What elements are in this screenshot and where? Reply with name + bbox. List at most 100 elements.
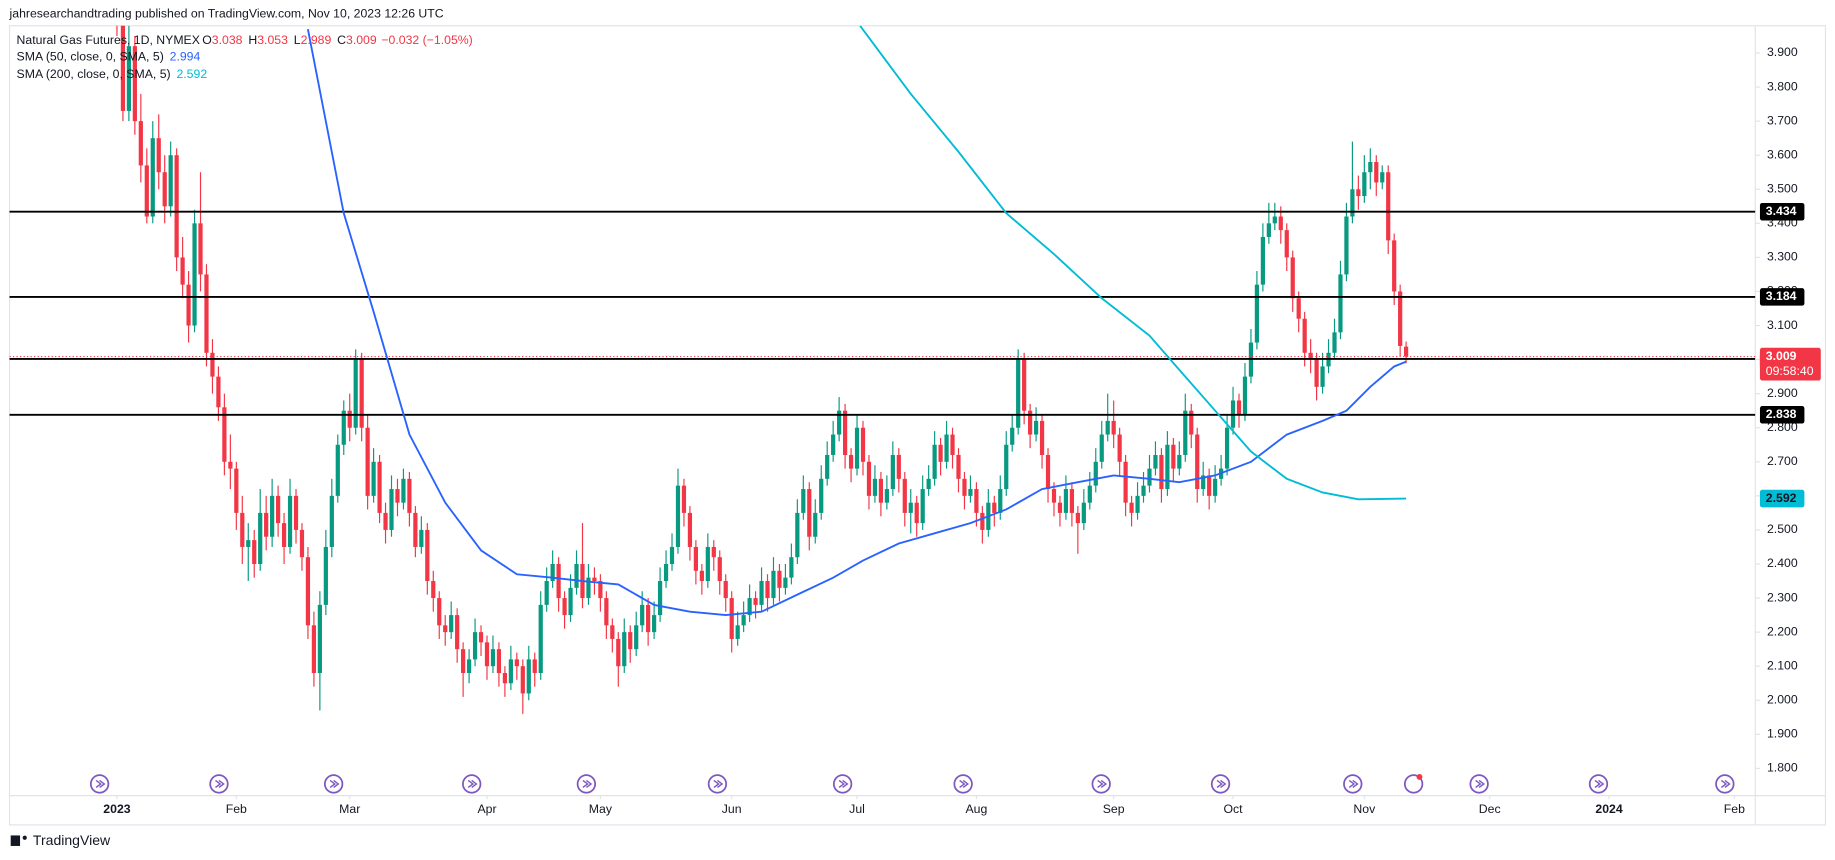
event-icon-dot [1416, 774, 1423, 780]
candle-body [532, 659, 537, 674]
candle-body [1380, 172, 1385, 183]
candle-body [526, 659, 531, 694]
event-icon-arrow [1475, 779, 1485, 789]
candle-body [472, 632, 478, 660]
candle-body [377, 461, 382, 513]
candle-body [974, 489, 979, 513]
candle-body [1153, 454, 1158, 469]
candle-body [538, 604, 543, 674]
candle-body [449, 615, 454, 633]
candle-body [914, 502, 919, 524]
candle-body [1195, 434, 1200, 490]
candle-body [395, 489, 400, 503]
candle-body [753, 598, 758, 605]
x-tick-label: Aug [965, 802, 987, 816]
candle-body [837, 410, 842, 435]
sma-line [859, 25, 1407, 501]
candle-body [1099, 434, 1104, 462]
candle-body [1272, 216, 1277, 224]
candle-body [1051, 489, 1057, 503]
legend-sma200: SMA (200, close, 0, SMA, 5) 2.592 [17, 67, 208, 81]
candle-body [443, 625, 448, 633]
candle-body [1224, 427, 1230, 469]
candle-body [144, 165, 149, 217]
legend-main: Natural Gas Futures, 1D, NYMEX O3.038 H3.0… [17, 33, 473, 47]
candle-body [735, 625, 740, 639]
legend-open: 3.038 [212, 33, 243, 47]
candle-body [992, 502, 997, 513]
candle-body [1386, 172, 1391, 241]
event-icon-arrow [329, 779, 340, 789]
candle-body [1016, 359, 1021, 428]
candle-body [1278, 216, 1283, 231]
candle-body [1398, 291, 1403, 346]
y-tick-label: 2.400 [1767, 556, 1798, 570]
candle-body [1177, 454, 1182, 469]
event-icon [1210, 774, 1231, 794]
candle-body [592, 577, 597, 582]
candle-body [610, 625, 615, 639]
level-badge-bg [1759, 288, 1805, 306]
candle-body [508, 659, 513, 684]
event-icon [707, 774, 728, 794]
candle-body [1314, 359, 1319, 387]
candle-body [711, 546, 716, 558]
event-icon [1091, 774, 1111, 794]
candle-body [896, 454, 901, 479]
candle-body [657, 581, 663, 616]
candle-body [1404, 346, 1409, 357]
candle-body [383, 512, 388, 530]
candle-body [1356, 189, 1361, 197]
legend-title: Natural Gas Futures, 1D, NYMEX [17, 33, 200, 47]
footer-logo: TradingView [10, 832, 111, 848]
candle-body [520, 666, 525, 694]
candle-body [1338, 274, 1343, 333]
candle-body [168, 155, 173, 207]
y-tick-label: 3.700 [1767, 113, 1798, 127]
candle-body [819, 478, 824, 513]
candle-body [962, 478, 967, 496]
candle-body [162, 172, 167, 207]
candle-body [275, 495, 281, 524]
legend-h-label: H [248, 33, 257, 47]
sma200-badge-bg [1759, 489, 1805, 508]
candle-body [1129, 502, 1134, 513]
candle-body [634, 625, 639, 650]
x-tick-label: Oct [1223, 802, 1243, 816]
y-tick-label: 3.900 [1767, 45, 1798, 59]
x-tick-label: 2024 [1595, 802, 1622, 816]
candle-body [502, 673, 508, 684]
event-icon [462, 774, 482, 794]
candle-body [813, 512, 818, 537]
candle-body [860, 427, 866, 462]
candle-body [1320, 366, 1325, 387]
event-icon-arrow [1594, 779, 1605, 789]
candle-body [825, 454, 830, 479]
candle-body [1111, 420, 1116, 435]
candle-body [1302, 318, 1307, 353]
candle-body [1344, 216, 1349, 275]
plot-area [9, 25, 1756, 794]
candle-body [1183, 410, 1188, 455]
x-tick-label: Mar [339, 802, 360, 816]
candle-body [1087, 485, 1092, 503]
candle-body [681, 485, 687, 513]
candle-body [1236, 400, 1242, 415]
candle-body [419, 529, 424, 547]
y-tick-label: 2.300 [1767, 590, 1798, 604]
y-tick-label: 2.900 [1767, 386, 1798, 400]
candle-body [652, 615, 657, 633]
candle-body [1290, 257, 1295, 299]
y-tick-label: 2.100 [1767, 658, 1798, 672]
candle-body [1254, 284, 1260, 343]
candle-body [1165, 444, 1170, 490]
y-tick-label: 3.300 [1767, 250, 1798, 264]
y-tick-label: 2.700 [1767, 454, 1798, 468]
candle-body [604, 598, 609, 626]
candle-body [544, 581, 549, 605]
candle-body [353, 359, 358, 428]
candle-body [413, 512, 418, 547]
candle-body [496, 649, 502, 674]
candle-body [461, 649, 466, 674]
candle-body [616, 638, 621, 667]
